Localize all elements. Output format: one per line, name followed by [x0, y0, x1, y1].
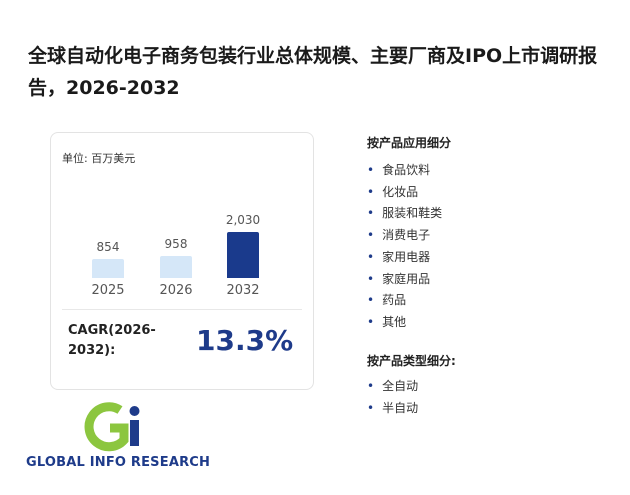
list-item: 药品 [367, 291, 406, 308]
list-item: 消费电子 [367, 226, 430, 243]
bar [227, 232, 259, 278]
list-item: 半自动 [367, 399, 418, 416]
bar [160, 256, 192, 278]
value-label: 854 [96, 239, 120, 254]
cagr-value: 13.3% [196, 324, 294, 357]
logo-g [84, 402, 129, 452]
category-label: 2026 [159, 283, 193, 298]
list-item: 家用电器 [367, 248, 430, 265]
summary-card [50, 132, 314, 390]
bar [92, 258, 124, 278]
divider [62, 309, 302, 310]
cagr-label: CAGR(2026-2032): [68, 323, 156, 358]
title: 全球自动化电子商务包装行业总体规模、主要厂商及IPO上市调研报告，2026-20… [28, 45, 598, 99]
logo-dot [129, 406, 140, 416]
value-label: 958 [164, 237, 188, 252]
logo-text: GLOBAL INFO RESEARCH [26, 455, 211, 470]
list-item: 家庭用品 [367, 270, 430, 287]
list-item: 食品饮料 [367, 161, 430, 178]
list-item: 其他 [367, 313, 406, 330]
logo-i [130, 420, 139, 446]
unit-label: 单位: 百万美元 [62, 152, 136, 165]
list-item: 服装和鞋类 [367, 204, 442, 221]
value-label: 2,030 [225, 213, 261, 227]
section-heading: 按产品应用细分 [367, 136, 452, 150]
category-label: 2025 [91, 283, 125, 298]
list-item: 全自动 [367, 377, 418, 394]
section-heading: 按产品类型细分: [367, 354, 456, 368]
logo [84, 402, 140, 452]
category-label: 2032 [226, 283, 260, 298]
list-item: 化妆品 [367, 183, 418, 200]
